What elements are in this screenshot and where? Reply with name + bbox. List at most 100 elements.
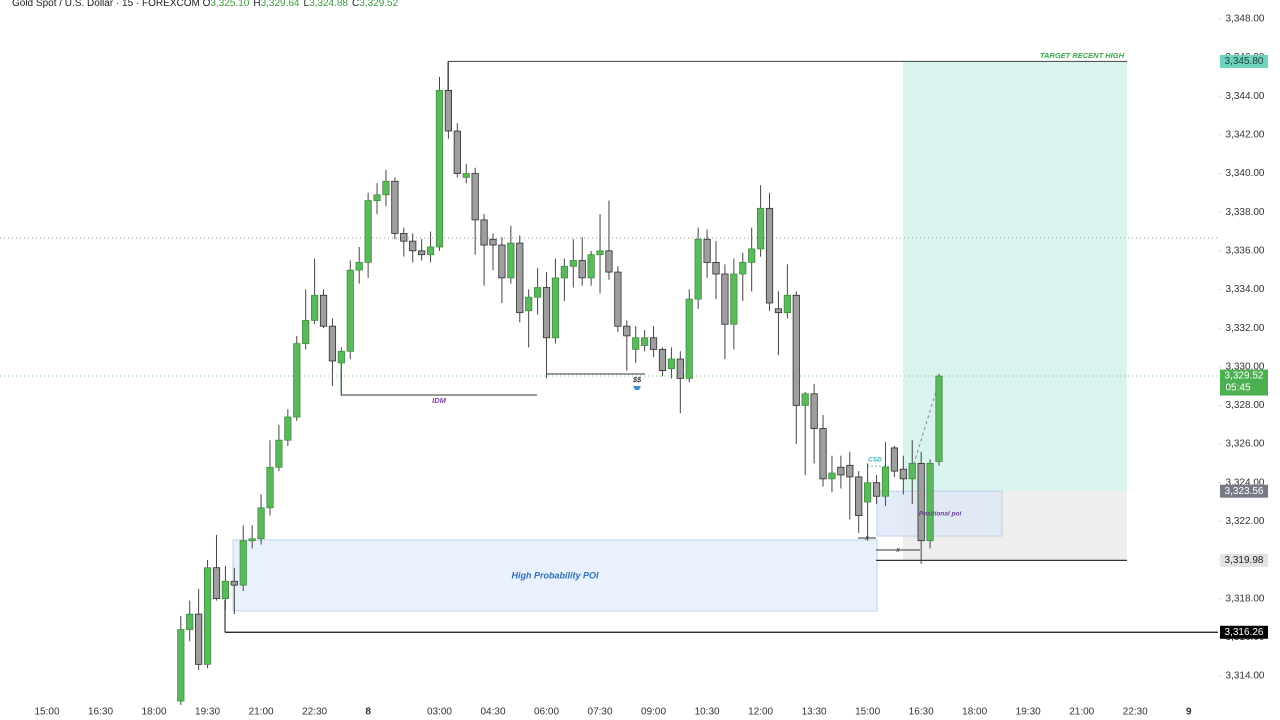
candle-body [908,462,916,480]
price-tag-label: 3,323.56 [1225,486,1264,497]
candle-body [525,296,533,312]
candle-body [837,466,845,476]
y-tick-label: 3,342.00 [1226,130,1265,141]
candle-body [195,613,203,665]
candle-body [284,416,292,441]
candle-body [444,90,453,132]
candle-body [649,337,658,350]
annotation: x [895,547,900,554]
candle-body [703,238,711,263]
candle-body [685,298,693,379]
candle-body [364,200,372,263]
x-tick-label: 16:30 [909,707,934,718]
candle-body [319,294,328,327]
annotation: Positional poi [919,511,962,518]
x-tick-label: 10:30 [695,707,720,718]
candle-body [792,294,800,406]
candle-body [721,273,729,325]
x-tick-label: 09:00 [641,707,666,718]
candle-body [212,567,221,600]
price-tag-countdown: 05:45 [1225,383,1250,394]
candle-body [676,358,684,379]
candle-body [516,242,524,314]
y-tick-label: 3,338.00 [1226,207,1265,218]
candle-body [855,476,863,516]
candle-body [765,207,774,304]
y-tick-label: 3,314.00 [1226,671,1265,682]
poi-zone [232,539,878,612]
candle-body [248,538,256,542]
ohlc-key: H [253,0,261,9]
candle-body [382,180,390,196]
liquidity-icon [633,386,641,390]
candle-body [239,540,247,586]
candle-body [935,375,943,462]
x-tick-label: 06:00 [534,707,559,718]
candle-body [489,238,497,246]
candle-body [801,393,809,406]
price-tag [1220,625,1268,639]
candle-body [346,269,354,352]
candle-body [551,277,560,339]
candle-body [917,462,925,542]
candle-body [462,173,470,178]
y-tick-label: 3,324.00 [1226,477,1265,488]
ohlc-value: 3,329.64 [260,0,300,9]
x-tick-label: 15:00 [855,707,880,718]
price-tag-label: 3,329.52 [1225,371,1264,382]
candle-body [302,319,310,344]
price-tag [1220,54,1268,68]
x-tick-label: 13:30 [802,707,827,718]
y-tick-label: 3,328.00 [1226,400,1265,411]
candle-body [257,507,265,540]
y-tick-label: 3,340.00 [1226,168,1265,179]
candle-body [899,468,907,480]
annotation: High Probability POI [511,570,599,580]
candle-body [632,337,640,350]
entry-zone [876,490,1003,537]
x-tick-label: 21:00 [1069,707,1094,718]
candle-body [373,194,381,201]
x-tick-label: 21:00 [249,707,274,718]
annotation: TARGET RECENT HIGH [1040,51,1125,60]
price-tag [1220,369,1268,396]
candle-body [872,482,881,497]
x-tick-label: 9 [1186,707,1192,718]
ohlc-key: O [202,0,211,9]
y-tick-label: 3,348.00 [1226,14,1265,25]
candle-body [328,325,337,362]
candle-body [203,567,212,665]
candle-body [587,254,595,279]
candle-body [186,613,194,630]
y-tick-label: 3,330.00 [1226,361,1265,372]
ohlc-value: 3,325.10 [210,0,250,9]
candle-body [560,265,568,279]
candle-body [418,250,426,256]
candle-body [614,271,622,327]
x-tick-label: 03:00 [427,707,452,718]
x-tick-label: 19:30 [195,707,220,718]
candle-body [819,428,827,480]
y-tick-label: 3,318.00 [1226,593,1265,604]
y-tick-label: 3,336.00 [1226,245,1265,256]
projection [911,384,939,471]
x-tick-label: 18:00 [962,707,987,718]
candle-body [453,130,461,174]
candle-body [426,246,435,256]
candle-body [400,233,408,242]
annotation: $$ [632,375,642,384]
candle-body [658,348,667,372]
annotation: CSD [868,457,882,464]
x-tick-label: 22:30 [302,707,327,718]
candle-body [828,472,836,480]
annotation: IDM [432,396,447,405]
candle-body [480,219,488,246]
candle-body [266,466,274,509]
candle-body [221,580,229,600]
candle-body [409,240,417,252]
x-tick-label: 22:30 [1123,707,1148,718]
ohlc-legend: O3,325.10 H3,329.64 L3,324.88 C3,329.52 [203,0,403,9]
x-tick-label: 15:00 [34,707,59,718]
candle-body [748,248,756,263]
candle-body [337,350,345,364]
